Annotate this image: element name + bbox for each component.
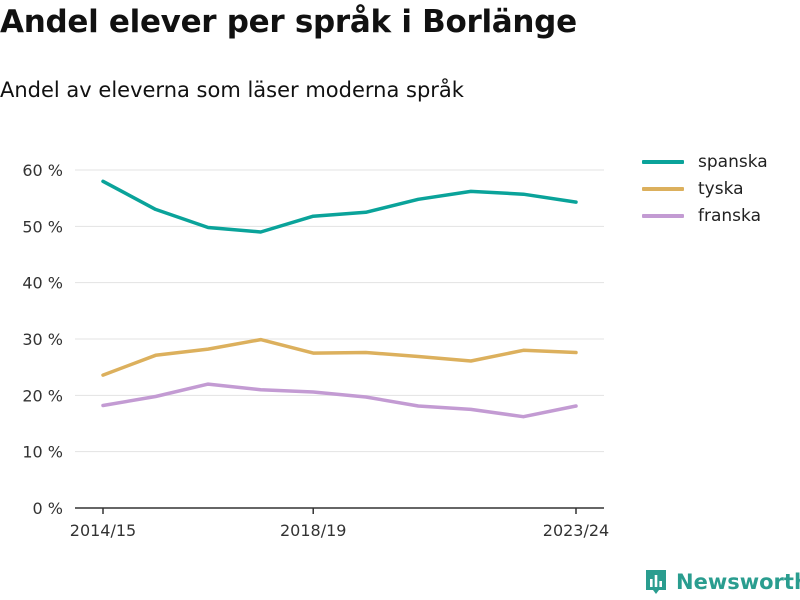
legend-item-tyska[interactable]: tyska bbox=[642, 175, 768, 202]
series-line-tyska bbox=[101, 337, 578, 377]
legend-swatch-spanska bbox=[642, 159, 684, 164]
series-line-franska bbox=[101, 382, 578, 419]
y-tick-label: 20 % bbox=[22, 386, 63, 405]
y-tick-label: 60 % bbox=[22, 161, 63, 180]
legend-swatch-tyska bbox=[642, 186, 684, 191]
legend-label-spanska: spanska bbox=[698, 151, 768, 172]
y-tick-label: 30 % bbox=[22, 330, 63, 349]
y-tick-label: 10 % bbox=[22, 443, 63, 462]
bar-chart-icon bbox=[646, 570, 666, 594]
chart-subtitle: Andel av eleverna som läser moderna språ… bbox=[0, 78, 464, 102]
legend-swatch-franska bbox=[642, 213, 684, 218]
legend-label-franska: franska bbox=[698, 205, 761, 226]
x-tick-label: 2014/15 bbox=[70, 521, 136, 540]
legend-label-tyska: tyska bbox=[698, 178, 744, 199]
y-tick-label: 0 % bbox=[33, 499, 63, 518]
y-tick-label: 50 % bbox=[22, 217, 63, 236]
legend-item-spanska[interactable]: spanska bbox=[642, 148, 768, 175]
y-tick-label: 40 % bbox=[22, 274, 63, 293]
series-line-spanska bbox=[101, 179, 578, 234]
x-tick-label: 2023/24 bbox=[543, 521, 609, 540]
brand-name: Newsworthy bbox=[676, 570, 800, 594]
newsworthy-logo[interactable]: Newsworthy bbox=[644, 568, 800, 596]
legend: spanska tyska franska bbox=[642, 148, 768, 229]
chart-title: Andel elever per språk i Borlänge bbox=[0, 4, 577, 40]
legend-item-franska[interactable]: franska bbox=[642, 202, 768, 229]
x-tick-label: 2018/19 bbox=[280, 521, 346, 540]
